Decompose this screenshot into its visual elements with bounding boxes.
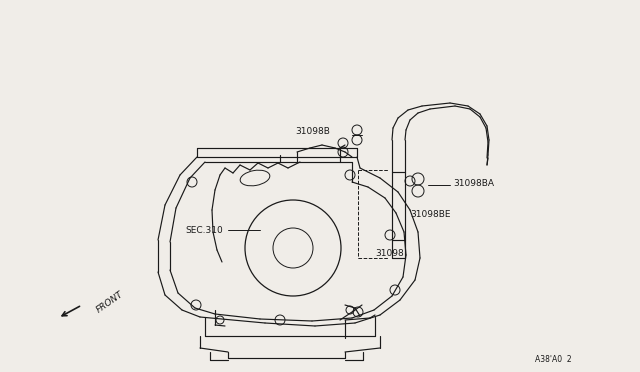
Text: FRONT: FRONT bbox=[95, 289, 125, 314]
Text: 31098BA: 31098BA bbox=[453, 179, 494, 187]
Text: SEC.310: SEC.310 bbox=[185, 225, 223, 234]
Text: 31098B: 31098B bbox=[295, 126, 330, 135]
Text: A38'A0  2: A38'A0 2 bbox=[535, 356, 572, 365]
Text: 31098: 31098 bbox=[376, 248, 404, 257]
Text: 31098BE: 31098BE bbox=[410, 209, 451, 218]
